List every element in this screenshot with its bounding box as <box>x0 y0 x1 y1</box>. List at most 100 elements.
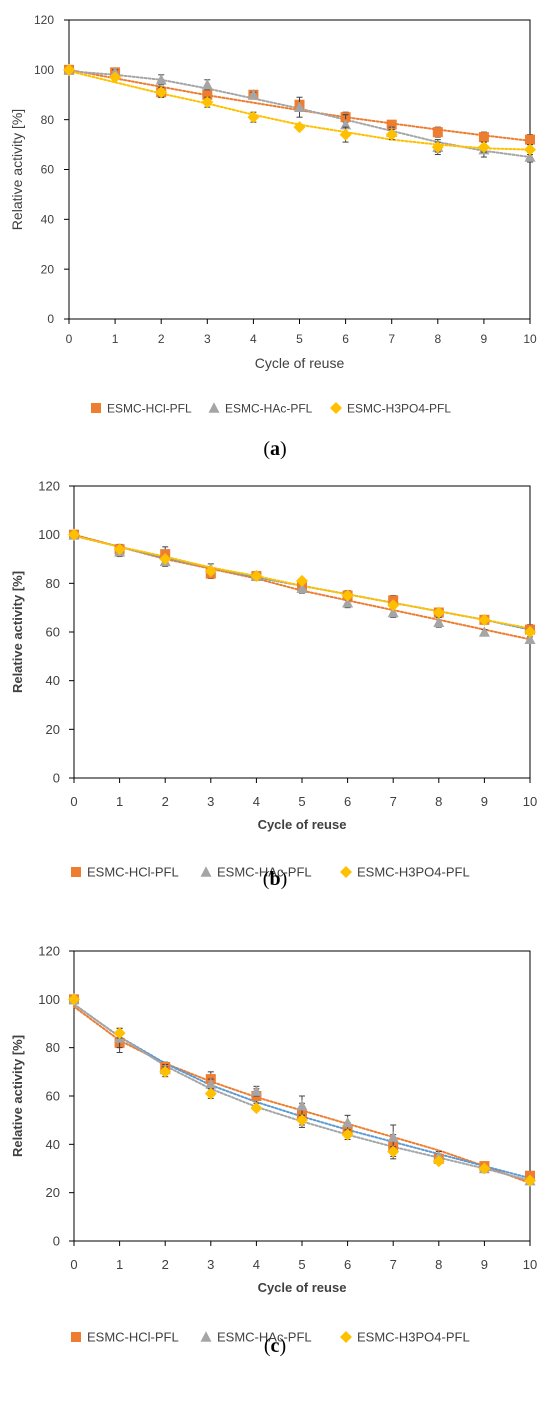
data-point <box>109 71 122 84</box>
y-tick-label: 80 <box>46 576 60 591</box>
data-point <box>524 626 536 638</box>
data-point <box>159 553 172 565</box>
x-tick-label: 1 <box>116 794 123 809</box>
data-point <box>524 1174 536 1187</box>
x-tick-label: 8 <box>435 794 442 809</box>
x-tick-label: 3 <box>207 1257 214 1272</box>
data-point <box>204 1087 217 1100</box>
x-tick-label: 8 <box>435 1257 442 1272</box>
data-point <box>478 132 489 143</box>
caption-a-letter: a <box>270 438 280 460</box>
data-point <box>202 89 213 100</box>
x-tick-label: 10 <box>523 332 537 346</box>
chart-b: 0 20 40 60 80 100 120 0 1 2 3 4 5 6 7 8 9 10 Cycle of reus… <box>10 479 537 880</box>
legend-marker-3 <box>340 1331 352 1343</box>
data-point <box>250 1102 263 1115</box>
data-point <box>524 151 536 162</box>
data-point <box>525 134 535 145</box>
x-tick-label: 1 <box>112 332 119 346</box>
x-tick-label: 8 <box>434 332 441 346</box>
y-tick-label: 40 <box>41 213 55 227</box>
y-tick-label: 40 <box>46 1137 60 1152</box>
y-tick-label: 40 <box>46 673 60 688</box>
chart-panel-a: 0 20 40 60 80 100 120 0 1 2 3 4 5 6 7 8 9 10 Cycle of reus… <box>0 0 550 470</box>
data-point <box>296 1099 308 1111</box>
data-point <box>432 606 445 619</box>
y-tick-label: 120 <box>38 944 60 959</box>
x-tick-label: 6 <box>344 1257 351 1272</box>
x-axis-title: Cycle of reuse <box>255 355 345 371</box>
data-point <box>296 582 308 593</box>
data-point <box>342 1116 354 1128</box>
legend-marker-3 <box>340 866 352 878</box>
y-tick-label: 60 <box>41 163 55 177</box>
data-point <box>296 1114 308 1127</box>
data-point <box>524 143 536 156</box>
chart-a: 0 20 40 60 80 100 120 0 1 2 3 4 5 6 7 8 9 10 Cycle of reus… <box>9 13 537 415</box>
y-tick-label: 60 <box>46 1089 60 1104</box>
series-2 <box>68 993 536 1186</box>
x-tick-label: 4 <box>250 332 257 346</box>
data-point <box>204 565 217 578</box>
y-tick-label: 100 <box>34 63 54 77</box>
data-point <box>339 128 352 141</box>
plot-frame <box>68 19 531 320</box>
x-tick-label: 7 <box>388 332 395 346</box>
x-tick-label: 9 <box>481 794 488 809</box>
x-tick-label: 0 <box>70 1257 77 1272</box>
caption-b: (b) <box>262 868 288 890</box>
legend-marker-2 <box>200 866 212 877</box>
caption-b-letter: b <box>269 868 281 890</box>
data-point <box>68 528 80 541</box>
data-point <box>159 1065 172 1078</box>
data-point <box>524 633 536 645</box>
data-point <box>432 1155 445 1168</box>
legend-label-1: ESMC-HCl-PFL <box>87 1330 179 1345</box>
data-point <box>387 606 399 618</box>
caption-a: (a) <box>263 438 287 460</box>
legend-marker-1 <box>71 867 81 877</box>
legend-label-3: ESMC-H3PO4-PFL <box>357 865 470 880</box>
data-point <box>250 570 263 583</box>
y-tick-label: 20 <box>46 722 60 737</box>
x-tick-label: 10 <box>523 1257 537 1272</box>
data-point <box>433 616 445 628</box>
data-point <box>294 101 305 112</box>
x-tick-label: 9 <box>481 332 488 346</box>
plot-frame <box>73 485 531 779</box>
y-axis-title: Relative activity [%] <box>9 109 25 230</box>
legend-label-1: ESMC-HCl-PFL <box>107 401 192 415</box>
y-tick-label: 20 <box>46 1185 60 1200</box>
x-tick-label: 2 <box>158 332 165 346</box>
series-3 <box>68 528 536 638</box>
x-tick-label: 5 <box>298 1257 305 1272</box>
caption-c: (c) <box>263 1335 287 1357</box>
x-axis-title: Cycle of reuse <box>258 817 347 832</box>
data-point <box>247 111 260 124</box>
x-tick-label: 6 <box>344 794 351 809</box>
trendline-2 <box>73 1003 531 1180</box>
data-point <box>293 121 306 134</box>
legend-marker-2 <box>208 402 220 413</box>
legend-marker-2 <box>200 1331 212 1342</box>
chart-c: 0 20 40 60 80 100 120 0 1 2 3 4 5 6 7 8 9 10 Cycle of reus… <box>10 944 537 1345</box>
y-tick-label: 120 <box>38 479 60 494</box>
data-point <box>201 79 213 90</box>
data-point <box>477 141 490 154</box>
legend-label-3: ESMC-H3PO4-PFL <box>347 401 451 415</box>
data-point <box>247 89 259 100</box>
data-point <box>431 141 444 154</box>
y-tick-label: 80 <box>46 1040 60 1055</box>
y-tick-label: 120 <box>34 13 54 27</box>
data-point <box>63 63 75 76</box>
y-tick-label: 0 <box>53 771 60 786</box>
chart-panel-b: 0 20 40 60 80 100 120 0 1 2 3 4 5 6 7 8 9 10 Cycle of reus… <box>0 470 550 935</box>
x-tick-label: 5 <box>298 794 305 809</box>
legend-marker-1 <box>91 403 101 413</box>
data-point <box>478 613 491 626</box>
y-tick-label: 100 <box>38 992 60 1007</box>
legend-marker-3 <box>330 402 342 414</box>
x-tick-label: 2 <box>162 794 169 809</box>
legend-label-2: ESMC-HAc-PFL <box>225 401 313 415</box>
data-point <box>113 543 126 556</box>
